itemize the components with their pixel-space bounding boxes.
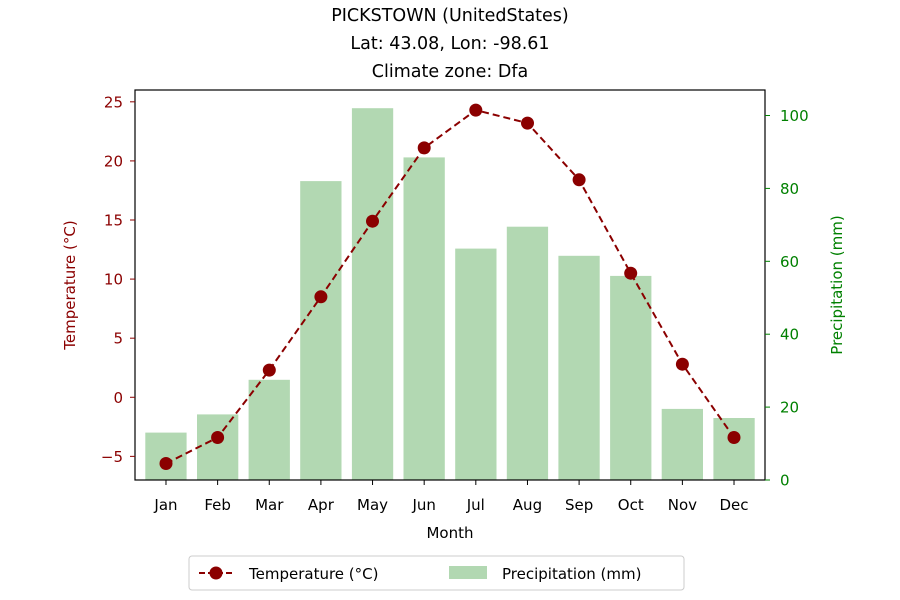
precipitation-bar-sep: [558, 255, 600, 480]
temperature-point-oct: [624, 266, 638, 280]
precipitation-axis: 0 20 40 60 80 100: [765, 107, 809, 490]
precipitation-tick-label: 40: [780, 326, 799, 344]
precipitation-bar-dec: [713, 418, 755, 480]
x-tick-label-feb: Feb: [204, 496, 231, 514]
precipitation-bar-jun: [403, 157, 445, 480]
temperature-axis-label: Temperature (°C): [61, 220, 79, 350]
chart-title-climate-zone: Climate zone: Dfa: [372, 62, 528, 82]
temperature-point-nov: [675, 357, 689, 371]
x-axis: Jan Feb Mar Apr May Jun Jul Aug Sep Oct Nov Dec: [153, 480, 749, 514]
precipitation-bar-aug: [506, 226, 549, 480]
legend: Temperature (°C) Precipitation (mm): [188, 555, 685, 591]
precipitation-bar-feb: [197, 414, 239, 480]
precipitation-bar-mar: [248, 379, 290, 480]
precipitation-bar-jul: [455, 248, 497, 480]
x-tick-label-may: May: [357, 496, 388, 514]
x-tick-label-mar: Mar: [255, 496, 284, 514]
temperature-point-apr: [314, 290, 328, 304]
plot-area-frame: [134, 89, 766, 481]
temperature-tick-label: −5: [101, 448, 123, 466]
x-tick-label-nov: Nov: [668, 496, 697, 514]
temperature-point-mar: [262, 363, 276, 377]
legend-precipitation-label: Precipitation (mm): [502, 565, 641, 583]
precipitation-tick-label: 20: [780, 399, 799, 417]
temperature-point-sep: [572, 173, 586, 187]
x-tick-label-dec: Dec: [720, 496, 749, 514]
precipitation-bar-may: [351, 108, 394, 480]
precipitation-bar-nov: [661, 408, 703, 480]
x-tick-label-jul: Jul: [466, 496, 485, 514]
chart-title-coordinates: Lat: 43.08, Lon: -98.61: [350, 34, 549, 54]
precipitation-tick-label: 80: [780, 180, 799, 198]
temperature-point-jul: [469, 103, 483, 117]
temperature-tick-label: 5: [113, 330, 123, 348]
precipitation-bars: [145, 108, 755, 480]
x-tick-label-apr: Apr: [308, 496, 335, 514]
temperature-tick-label: 15: [104, 212, 123, 230]
precipitation-axis-label: Precipitation (mm): [828, 215, 846, 354]
temperature-line-series: [159, 103, 741, 470]
legend-temperature-label: Temperature (°C): [248, 565, 378, 583]
chart-title-station: PICKSTOWN (UnitedStates): [331, 6, 569, 26]
temperature-point-aug: [521, 116, 534, 130]
legend-precipitation-swatch: [449, 566, 487, 579]
precipitation-tick-label: 100: [780, 107, 809, 125]
precipitation-bar-apr: [300, 181, 342, 480]
x-axis-label: Month: [426, 524, 473, 542]
x-tick-label-jun: Jun: [411, 496, 435, 514]
x-tick-label-sep: Sep: [565, 496, 593, 514]
temperature-line: [165, 109, 735, 465]
precipitation-bar-oct: [610, 275, 652, 480]
temperature-point-jan: [159, 457, 173, 470]
temperature-tick-label: 10: [104, 271, 123, 289]
temperature-point-dec: [727, 431, 741, 444]
x-tick-label-aug: Aug: [513, 496, 542, 514]
temperature-point-may: [366, 214, 379, 228]
x-tick-label-oct: Oct: [618, 496, 644, 514]
temperature-tick-label: 0: [113, 389, 123, 407]
precipitation-tick-label: 0: [780, 472, 790, 490]
temperature-tick-label: 25: [104, 93, 123, 111]
temperature-axis: −5 0 5 10 15 20 25: [101, 93, 135, 466]
legend-box: [188, 555, 685, 591]
temperature-point-feb: [211, 431, 225, 444]
chart-title: PICKSTOWN (UnitedStates) Lat: 43.08, Lon…: [331, 6, 569, 82]
legend-temperature-marker: [209, 566, 223, 580]
x-tick-label-jan: Jan: [153, 496, 177, 514]
precipitation-tick-label: 60: [780, 253, 799, 271]
temperature-point-jun: [417, 141, 431, 155]
temperature-tick-label: 20: [104, 152, 123, 170]
